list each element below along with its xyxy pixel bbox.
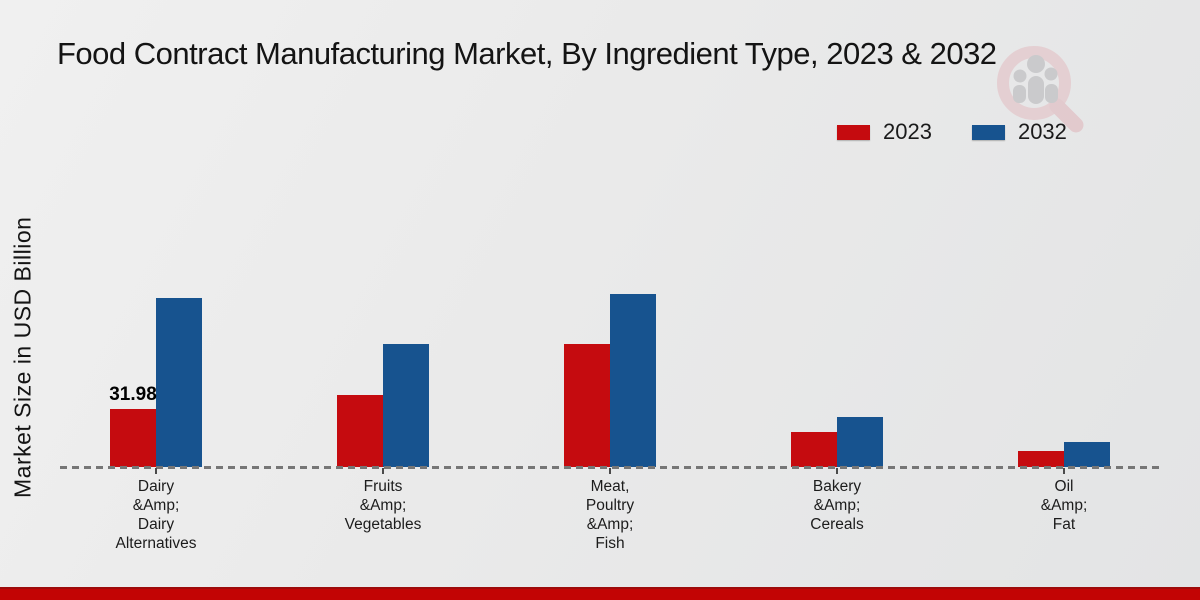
chart-title: Food Contract Manufacturing Market, By I… xyxy=(57,36,997,71)
people-bars-icon xyxy=(1013,55,1058,104)
bar-2032-group4 xyxy=(837,417,883,467)
x-axis-tick xyxy=(609,468,611,474)
x-axis-baseline xyxy=(60,466,1160,469)
legend-label-2023: 2023 xyxy=(883,119,932,144)
bar-2023-group3 xyxy=(564,344,610,467)
magnifier-icon xyxy=(997,46,1084,133)
x-axis-tick xyxy=(382,468,384,474)
bar-value-label: 31.98 xyxy=(109,384,157,405)
category-label: Oil &Amp; Fat xyxy=(1040,478,1088,533)
bar-2032-group5 xyxy=(1064,442,1110,467)
bar-2023-group5 xyxy=(1018,451,1064,467)
legend: 2023 2032 xyxy=(837,119,1067,145)
bar-2023-group1 xyxy=(110,409,156,467)
x-axis-tick xyxy=(1063,468,1065,474)
x-axis-tick xyxy=(836,468,838,474)
bar-2023-group4 xyxy=(791,432,837,467)
x-axis-tick xyxy=(155,468,157,474)
bottom-red-strip xyxy=(0,587,1200,600)
mrfr-logo-watermark xyxy=(997,46,1084,133)
bar-2032-group3 xyxy=(610,294,656,467)
legend-swatch-2023 xyxy=(837,124,870,140)
category-label: Bakery &Amp; Cereals xyxy=(810,478,864,533)
category-label: Fruits &Amp; Vegetables xyxy=(344,478,422,533)
category-label: Meat, Poultry &Amp; Fish xyxy=(585,478,635,552)
legend-label-2032: 2032 xyxy=(1017,119,1067,144)
bar-2032-group1 xyxy=(156,298,202,467)
category-label: Dairy &Amp; Dairy Alternatives xyxy=(115,478,197,552)
legend-item-2032: 2032 xyxy=(971,119,1067,145)
bar-2023-group2 xyxy=(337,395,383,467)
legend-swatch-2032 xyxy=(971,124,1005,140)
legend-item-2023: 2023 xyxy=(837,119,932,145)
bar-2032-group2 xyxy=(383,344,429,467)
